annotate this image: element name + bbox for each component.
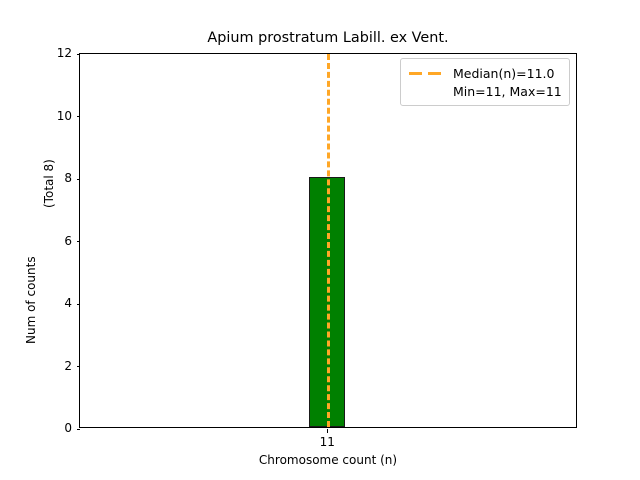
plot-area: 0 2 4 6 8 10 12 11 bbox=[57, 46, 577, 449]
legend-label-minmax: Min=11, Max=11 bbox=[453, 83, 562, 99]
plot-inner bbox=[80, 54, 576, 427]
y-tick-label: 6 bbox=[64, 233, 72, 248]
chart-title: Apium prostratum Labill. ex Vent. bbox=[207, 30, 449, 46]
y-tick-label: 8 bbox=[64, 171, 72, 185]
y-tick-label: 4 bbox=[64, 296, 72, 310]
y-axis-label: Num of counts bbox=[24, 256, 38, 344]
dashed-line-icon bbox=[407, 66, 445, 80]
y-tick-label: 10 bbox=[56, 108, 72, 123]
y-tick-label: 0 bbox=[64, 421, 72, 435]
legend-item-median: Median(n)=11.0 bbox=[407, 64, 562, 82]
y-tick-label: 12 bbox=[56, 46, 72, 60]
x-tick-label: 11 bbox=[319, 435, 335, 449]
median-line bbox=[327, 54, 331, 427]
y-axis-total-label: (Total 8) bbox=[42, 159, 56, 208]
x-axis-label: Chromosome count (n) bbox=[258, 453, 398, 467]
legend-label-median: Median(n)=11.0 bbox=[453, 65, 555, 81]
chart-legend: Median(n)=11.0 Min=11, Max=11 bbox=[400, 58, 570, 106]
y-tick-label: 2 bbox=[64, 358, 72, 373]
legend-item-minmax: Min=11, Max=11 bbox=[407, 82, 562, 100]
